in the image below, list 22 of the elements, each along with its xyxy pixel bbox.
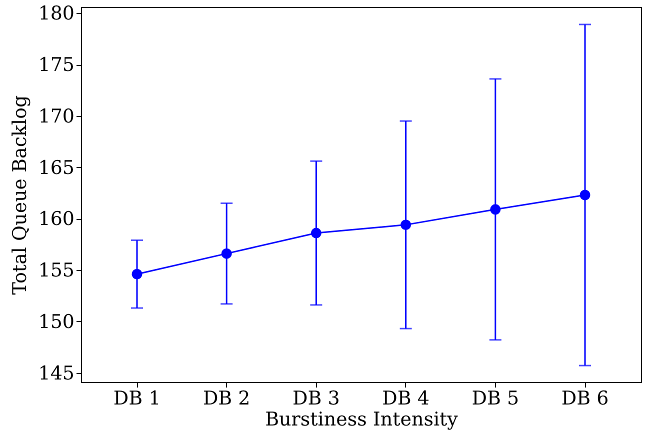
x-tick-label: DB 6 [561,388,609,410]
y-tick-label: 175 [38,54,74,76]
point [310,228,322,238]
x-tick-label: DB 5 [472,388,520,410]
x-axis-title: Burstiness Intensity [265,408,458,430]
point [132,268,142,280]
point [580,190,590,200]
x-tick-label: DB 1 [113,388,161,410]
y-tick-label: 155 [38,260,74,282]
point [490,204,501,215]
y-tick-label: 150 [38,310,74,333]
x-tick-label: DB 4 [382,388,430,410]
y-tick-label: 160 [38,208,74,230]
y-tick-label: 180 [38,2,74,25]
y-axis-title: Total Queue Backlog [9,95,32,295]
x-tick-label: DB 2 [202,388,250,410]
y-tick-label: 145 [38,362,74,384]
point [221,248,232,259]
x-tick-label: DB 3 [292,388,340,410]
point [400,220,412,230]
y-tick-label: 170 [38,105,74,128]
y-tick-label: 165 [38,156,74,179]
